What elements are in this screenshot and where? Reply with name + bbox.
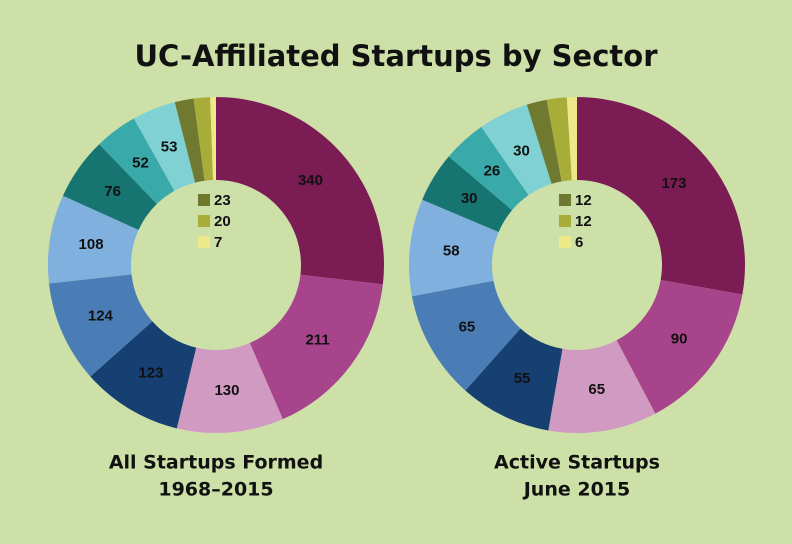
slice — [216, 97, 384, 285]
data-label: 52 — [132, 154, 149, 171]
slice — [465, 328, 563, 431]
slice — [174, 98, 205, 183]
slice — [49, 274, 153, 377]
data-label: 340 — [298, 172, 323, 189]
data-label: 7 — [214, 234, 222, 251]
data-label: 65 — [459, 318, 476, 335]
data-label: 123 — [138, 364, 163, 381]
data-label: 90 — [671, 331, 688, 348]
slice — [133, 102, 196, 191]
data-label: 12 — [575, 213, 592, 230]
slice — [62, 144, 157, 230]
chart-caption: All Startups Formed — [109, 452, 323, 474]
chart-caption: Active Startups — [494, 452, 660, 474]
slice — [548, 340, 656, 434]
slice — [90, 321, 197, 429]
data-label: 6 — [575, 234, 583, 251]
slice — [176, 342, 283, 433]
data-label: 130 — [214, 382, 239, 399]
data-label: 53 — [161, 138, 178, 155]
slice — [249, 274, 383, 420]
slice — [210, 97, 216, 181]
legend-swatch — [559, 194, 571, 206]
slice — [409, 199, 499, 297]
data-label: 30 — [513, 142, 530, 159]
slice — [616, 279, 743, 414]
data-label: 108 — [79, 236, 104, 253]
slice — [526, 99, 562, 184]
data-label: 30 — [461, 190, 478, 207]
slice — [577, 97, 745, 295]
data-label: 173 — [661, 175, 686, 192]
data-label: 26 — [484, 162, 501, 179]
slice — [47, 195, 139, 284]
slice — [448, 126, 529, 211]
data-label: 12 — [575, 192, 592, 209]
data-label: 55 — [514, 370, 531, 387]
legend-swatch — [198, 194, 210, 206]
data-label: 58 — [443, 243, 460, 260]
chart-caption: 1968–2015 — [158, 479, 273, 501]
data-label: 124 — [88, 307, 114, 324]
chart-caption: June 2015 — [522, 479, 631, 501]
slice — [546, 97, 572, 182]
data-label: 211 — [305, 331, 329, 348]
slice — [99, 118, 175, 204]
data-label: 20 — [214, 213, 231, 230]
data-label: 76 — [104, 183, 121, 200]
data-label: 65 — [588, 381, 605, 398]
legend-swatch — [559, 215, 571, 227]
legend-swatch — [198, 236, 210, 248]
legend-swatch — [198, 215, 210, 227]
slice — [411, 280, 521, 391]
chart-title: UC-Affiliated Startups by Sector — [135, 39, 659, 73]
slice — [481, 104, 552, 196]
legend-swatch — [559, 236, 571, 248]
slice — [422, 156, 513, 232]
slice — [193, 97, 214, 181]
data-label: 23 — [214, 192, 231, 209]
slice — [566, 97, 577, 181]
